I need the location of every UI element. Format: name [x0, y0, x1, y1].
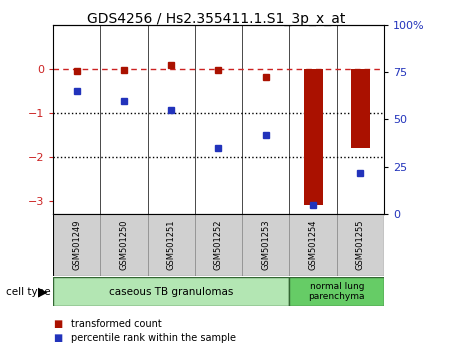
Bar: [289, 214, 336, 276]
Text: GSM501251: GSM501251: [166, 220, 175, 270]
Text: ■: ■: [53, 319, 62, 329]
Text: transformed count: transformed count: [71, 319, 162, 329]
Text: ▶: ▶: [38, 286, 47, 298]
Text: caseous TB granulomas: caseous TB granulomas: [109, 286, 233, 297]
Bar: [303, 69, 322, 205]
Bar: [147, 214, 195, 276]
Bar: [241, 214, 289, 276]
Text: GSM501254: GSM501254: [308, 220, 317, 270]
Bar: [289, 277, 383, 306]
Bar: [100, 214, 147, 276]
Text: normal lung
parenchyma: normal lung parenchyma: [308, 282, 364, 301]
Text: GSM501255: GSM501255: [355, 220, 364, 270]
Text: GSM501250: GSM501250: [119, 220, 128, 270]
Bar: [195, 214, 241, 276]
Bar: [336, 214, 383, 276]
Text: percentile rank within the sample: percentile rank within the sample: [71, 333, 236, 343]
Bar: [53, 277, 289, 306]
Text: ■: ■: [53, 333, 62, 343]
Text: GSM501253: GSM501253: [261, 220, 270, 270]
Text: GSM501249: GSM501249: [72, 220, 81, 270]
Bar: [350, 69, 369, 148]
Text: GSM501252: GSM501252: [213, 220, 223, 270]
Text: cell type: cell type: [6, 287, 50, 297]
Text: GDS4256 / Hs2.355411.1.S1_3p_x_at: GDS4256 / Hs2.355411.1.S1_3p_x_at: [87, 12, 345, 27]
Bar: [53, 214, 100, 276]
